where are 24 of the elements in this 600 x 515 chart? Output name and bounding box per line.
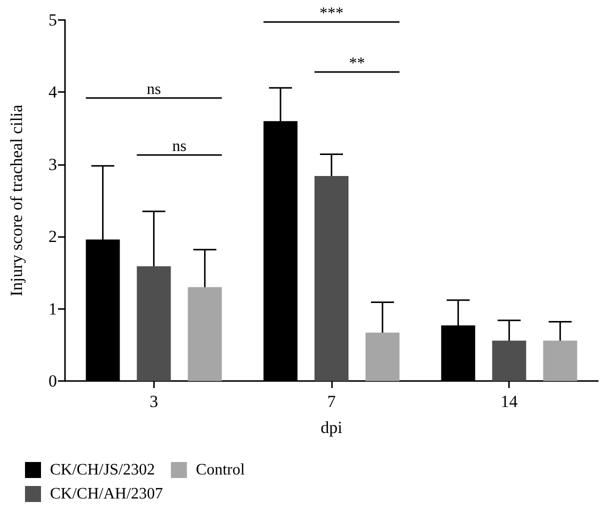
annotation: *** xyxy=(320,5,344,22)
y-tick-label: 1 xyxy=(48,299,57,318)
x-tick-label: 7 xyxy=(327,392,336,411)
y-tick-label: 0 xyxy=(48,372,57,390)
bar xyxy=(188,287,222,381)
bar xyxy=(492,340,526,381)
y-tick-label: 4 xyxy=(48,82,58,102)
bar xyxy=(136,266,171,381)
y-tick-label: 3 xyxy=(48,154,57,174)
legend-label: CK/CH/JS/2302 xyxy=(50,462,155,478)
bar xyxy=(543,340,578,381)
annotation: ns xyxy=(146,81,161,98)
x-tick-label: 14 xyxy=(500,392,518,411)
bar xyxy=(366,332,400,381)
annotation: ** xyxy=(349,55,365,72)
x-tick-label: 3 xyxy=(150,392,158,411)
x-axis-title: dpi xyxy=(320,418,343,437)
legend-label: Control xyxy=(196,462,246,478)
legend-label: CK/CH/AH/2307 xyxy=(50,486,163,502)
y-tick-label: 5 xyxy=(48,10,57,30)
bar xyxy=(314,176,348,381)
y-tick-label: 2 xyxy=(48,227,57,246)
annotation: ns xyxy=(172,138,186,155)
y-axis-title: Injury score of tracheal cilia xyxy=(7,104,26,296)
